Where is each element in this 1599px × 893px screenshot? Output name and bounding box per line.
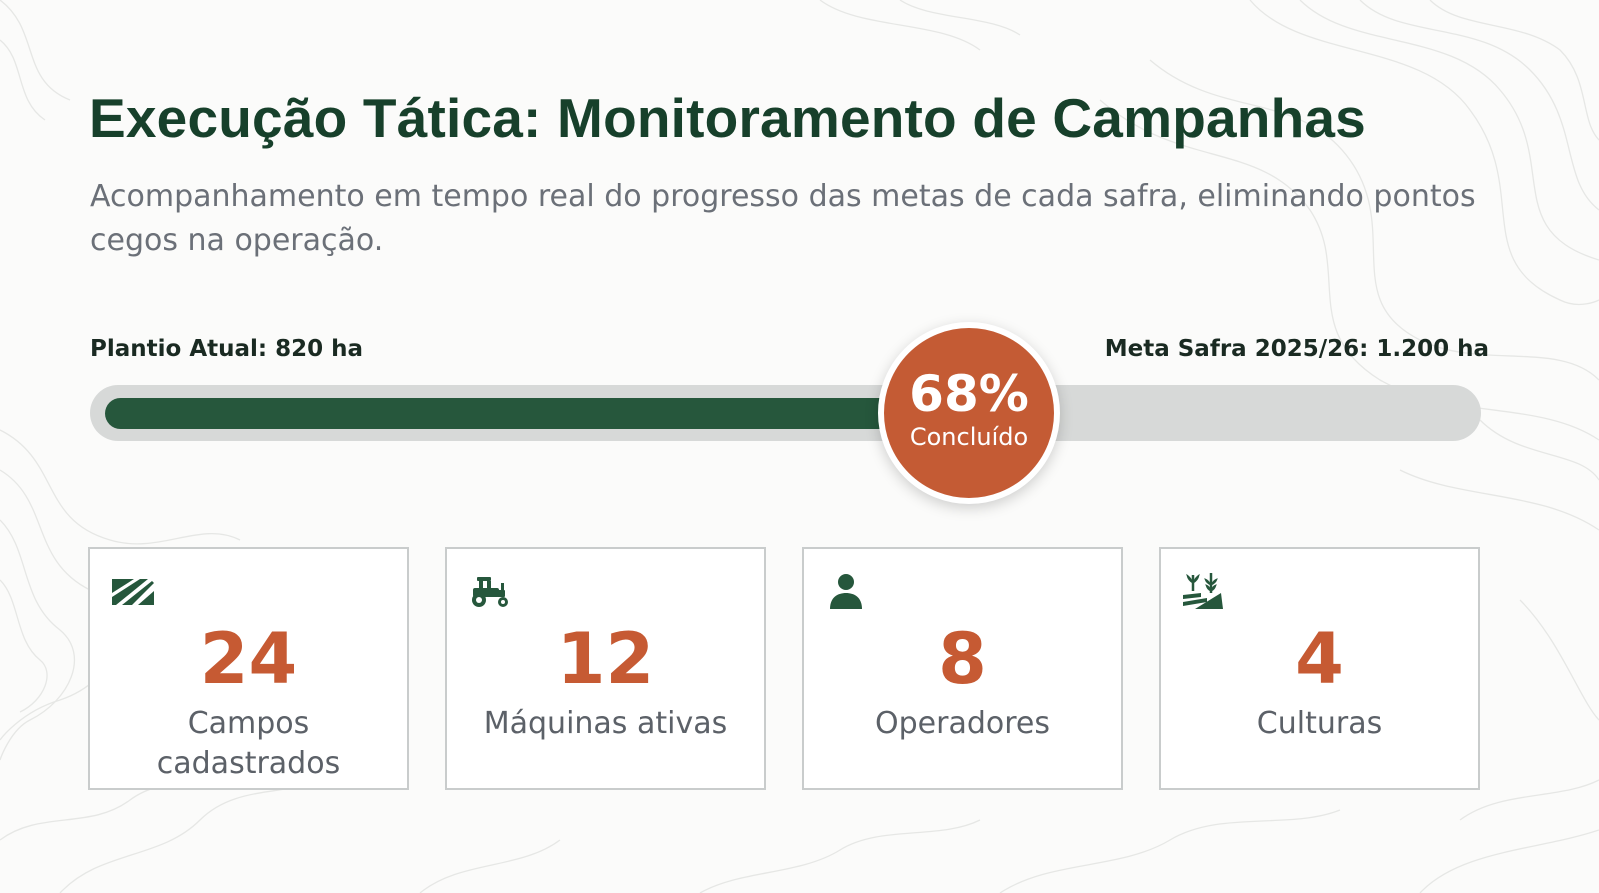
page-title: Execução Tática: Monitoramento de Campan… — [89, 87, 1366, 149]
progress-track — [90, 385, 1481, 441]
stat-label: Operadores — [875, 706, 1050, 741]
stat-label: Campos cadastrados — [156, 706, 341, 781]
stats-cards: 24 Campos cadastrados 12 Máquinas ativas — [88, 547, 1484, 790]
stat-card-fields: 24 Campos cadastrados — [88, 547, 409, 790]
progress-fill — [105, 398, 1030, 429]
stat-value: 8 — [938, 618, 987, 700]
page-subtitle: Acompanhamento em tempo real do progress… — [90, 179, 1476, 258]
current-planting-label: Plantio Atual: 820 ha — [90, 336, 364, 362]
crop-icon — [1183, 573, 1223, 609]
stat-label: Máquinas ativas — [483, 706, 728, 741]
field-icon — [112, 579, 154, 605]
completion-badge: 68% Concluído — [878, 322, 1060, 504]
stat-card-crops: 4 Culturas — [1159, 547, 1480, 790]
person-icon — [830, 574, 862, 609]
completion-status: Concluído — [909, 423, 1029, 451]
completion-percent: 68% — [909, 365, 1029, 423]
stat-value: 12 — [556, 618, 655, 700]
stat-value: 24 — [199, 618, 298, 700]
stat-label: Culturas — [1256, 706, 1383, 741]
tractor-icon — [472, 577, 508, 607]
target-label: Meta Safra 2025/26: 1.200 ha — [1104, 336, 1489, 362]
stat-card-machines: 12 Máquinas ativas — [445, 547, 766, 790]
stat-card-operators: 8 Operadores — [802, 547, 1123, 790]
stat-value: 4 — [1295, 618, 1344, 700]
